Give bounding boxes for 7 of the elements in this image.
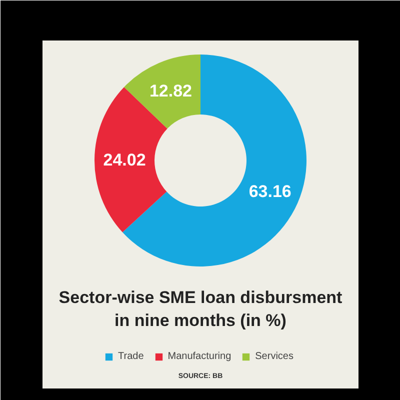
legend-label: Services — [255, 351, 294, 362]
text: Sector-wise SME loan disbursment in nine months (in %) — [58, 288, 343, 330]
data-label: 63.16 — [248, 182, 292, 202]
data-label: 24.02 — [103, 150, 146, 170]
legend-label: Trade — [118, 351, 144, 362]
legend-label: Manufacturing — [168, 351, 232, 362]
data-label: 12.82 — [149, 82, 192, 101]
